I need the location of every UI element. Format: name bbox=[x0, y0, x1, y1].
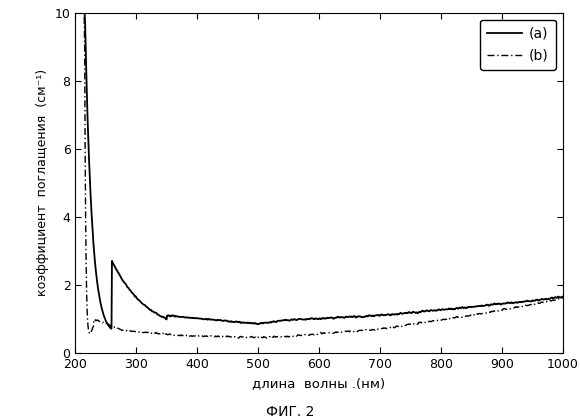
(a) bbox=[108, 326, 115, 331]
(b) bbox=[122, 328, 129, 333]
(b) bbox=[256, 336, 263, 341]
Legend: (a), (b): (a), (b) bbox=[480, 20, 556, 70]
(a) bbox=[270, 319, 277, 324]
(a) bbox=[452, 306, 459, 311]
(a) bbox=[122, 281, 129, 286]
X-axis label: длина  волны .(нм): длина волны .(нм) bbox=[252, 378, 386, 391]
Line: (b): (b) bbox=[75, 13, 563, 338]
(b) bbox=[461, 314, 468, 319]
(b) bbox=[559, 296, 566, 301]
Text: ФИГ. 2: ФИГ. 2 bbox=[266, 405, 314, 419]
(b) bbox=[407, 321, 414, 326]
(b) bbox=[452, 315, 459, 320]
(b) bbox=[287, 334, 294, 339]
Y-axis label: коэффициент  поглащения  (см⁻¹): коэффициент поглащения (см⁻¹) bbox=[36, 69, 49, 296]
(b) bbox=[270, 334, 277, 339]
(a) bbox=[287, 318, 294, 323]
(a) bbox=[407, 310, 414, 315]
(b) bbox=[72, 10, 79, 15]
(a) bbox=[72, 10, 79, 15]
(a) bbox=[461, 305, 468, 310]
(a) bbox=[559, 294, 566, 299]
Line: (a): (a) bbox=[75, 13, 563, 329]
